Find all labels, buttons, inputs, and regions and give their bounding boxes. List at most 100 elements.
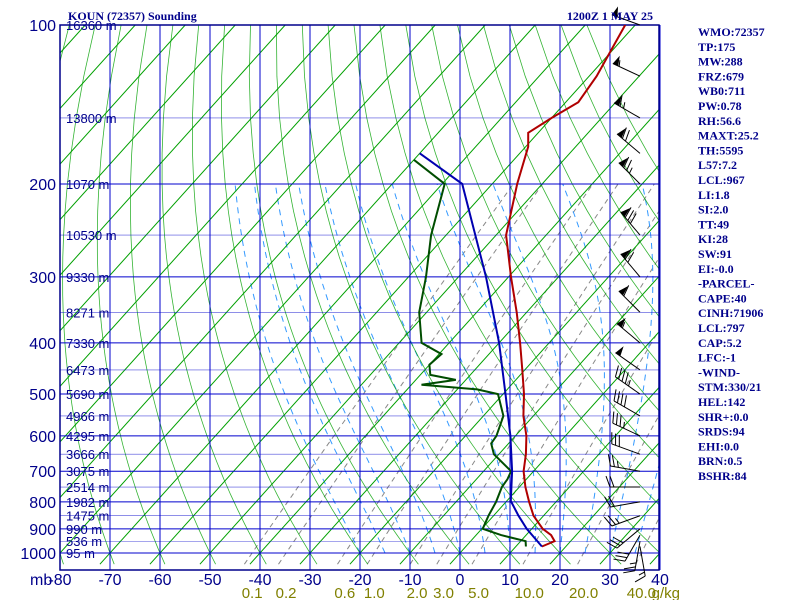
isotherm-line	[60, 25, 486, 499]
barb-full	[609, 539, 621, 546]
barb-full	[621, 127, 627, 139]
moist-adiabat-line	[492, 183, 567, 554]
barb-full	[624, 207, 632, 218]
barb-half	[618, 60, 621, 67]
index-entry: LI:1.8	[698, 188, 730, 202]
wind-barb	[620, 248, 641, 278]
barb-full	[627, 210, 635, 221]
dry-adiabat-line	[508, 25, 659, 318]
isotherm-line	[99, 25, 586, 565]
barb-full	[608, 495, 615, 507]
dry-adiabat-line	[560, 25, 659, 222]
mixing-ratio-line	[409, 183, 655, 565]
moist-adiabat-line	[562, 183, 605, 554]
temperature-tick-label: -70	[98, 572, 121, 589]
barb-full	[626, 159, 632, 171]
height-label: 1475 m	[66, 509, 109, 524]
isotherm-line	[249, 108, 659, 565]
dry-adiabat-line	[248, 25, 419, 565]
barb-full	[621, 370, 626, 382]
barb-pennant	[617, 128, 626, 138]
height-label: 536 m	[66, 534, 102, 549]
temperature-tick-label: 40	[651, 572, 669, 589]
wind-barb	[634, 546, 646, 583]
pressure-tick-label: 700	[29, 464, 56, 481]
mixing-ratio-label: 40.0	[627, 585, 656, 600]
mixing-ratio-label: 0.1	[242, 585, 263, 600]
wind-barb	[612, 55, 641, 77]
height-label: 4295 m	[66, 429, 109, 444]
barb-half	[616, 461, 619, 468]
moist-adiabat-line	[436, 183, 537, 554]
temperature-tick-label: -20	[348, 572, 371, 589]
height-label: 4966 m	[66, 409, 109, 424]
barb-full	[623, 570, 635, 574]
barb-full	[611, 432, 613, 444]
index-entry: WMO:72357	[698, 25, 765, 39]
mixing-ratio-line	[635, 517, 659, 565]
pressure-unit-label: mb	[30, 572, 52, 589]
index-entry: SRDS:94	[698, 425, 745, 439]
barb-full	[607, 454, 611, 467]
index-entry: TT:49	[698, 217, 729, 231]
barb-staff	[616, 133, 641, 154]
index-entry: LCL:797	[698, 321, 745, 335]
isotherm-line	[149, 25, 636, 565]
temperature-tick-label: 20	[551, 572, 569, 589]
index-entry: BRN:0.5	[698, 454, 742, 468]
dry-adiabat-line	[379, 25, 659, 553]
chart-title: KOUN (72357) Sounding	[68, 9, 197, 23]
dry-adiabat-line	[161, 25, 267, 565]
pressure-tick-label: 200	[29, 177, 56, 194]
index-entry: -WIND-	[698, 365, 740, 379]
barb-half	[621, 322, 626, 329]
height-label: 13800 m	[66, 111, 117, 126]
height-label: 16360 m	[66, 18, 117, 33]
isotherm-line	[0, 25, 35, 564]
index-entry: TH:5595	[698, 143, 743, 157]
height-label: 1982 m	[66, 495, 109, 510]
index-entry: SHR+:0.0	[698, 410, 749, 424]
barb-full	[618, 367, 623, 380]
wind-barb	[612, 411, 641, 437]
dry-adiabat-line	[129, 25, 216, 565]
index-entry: STM:330/21	[698, 380, 761, 394]
isotherms	[0, 25, 659, 565]
height-label: 2514 m	[66, 480, 109, 495]
height-label: 10530 m	[66, 228, 117, 243]
moist-adiabat-line	[298, 183, 436, 554]
wind-barb	[620, 207, 641, 236]
height-label: 3666 m	[66, 447, 109, 462]
pressure-tick-label: 400	[29, 336, 56, 353]
barb-staff	[610, 501, 641, 508]
barb-full	[618, 434, 620, 447]
wind-barb	[614, 365, 641, 395]
barb-staff	[639, 546, 646, 577]
barb-pennant	[617, 317, 626, 328]
dewpoint-line	[413, 159, 527, 547]
mixing-ratio-unit: g/kg	[652, 585, 680, 600]
height-label: 3075 m	[66, 464, 109, 479]
moist-adiabat-line	[274, 183, 411, 554]
barb-half	[615, 517, 620, 524]
barb-full	[623, 156, 630, 168]
isotherm-line	[549, 442, 659, 565]
index-entry: KI:28	[698, 232, 728, 246]
mixing-ratio-label: 20.0	[569, 585, 598, 600]
pressure-tick-label: 100	[29, 18, 56, 35]
barb-half	[623, 102, 626, 109]
index-entry: EI:-0.0	[698, 262, 734, 276]
barb-full	[612, 536, 624, 544]
parcel-line	[419, 152, 543, 548]
mixing-ratio-line	[337, 183, 594, 565]
barb-staff	[611, 515, 641, 527]
barb-full	[624, 248, 632, 260]
barb-full	[634, 575, 646, 583]
temperature-tick-label: -40	[248, 572, 271, 589]
wind-barb-column	[603, 6, 646, 583]
temperature-tick-label: 0	[456, 572, 465, 589]
height-label: 990 m	[66, 522, 102, 537]
moist-adiabat-line	[634, 463, 659, 554]
